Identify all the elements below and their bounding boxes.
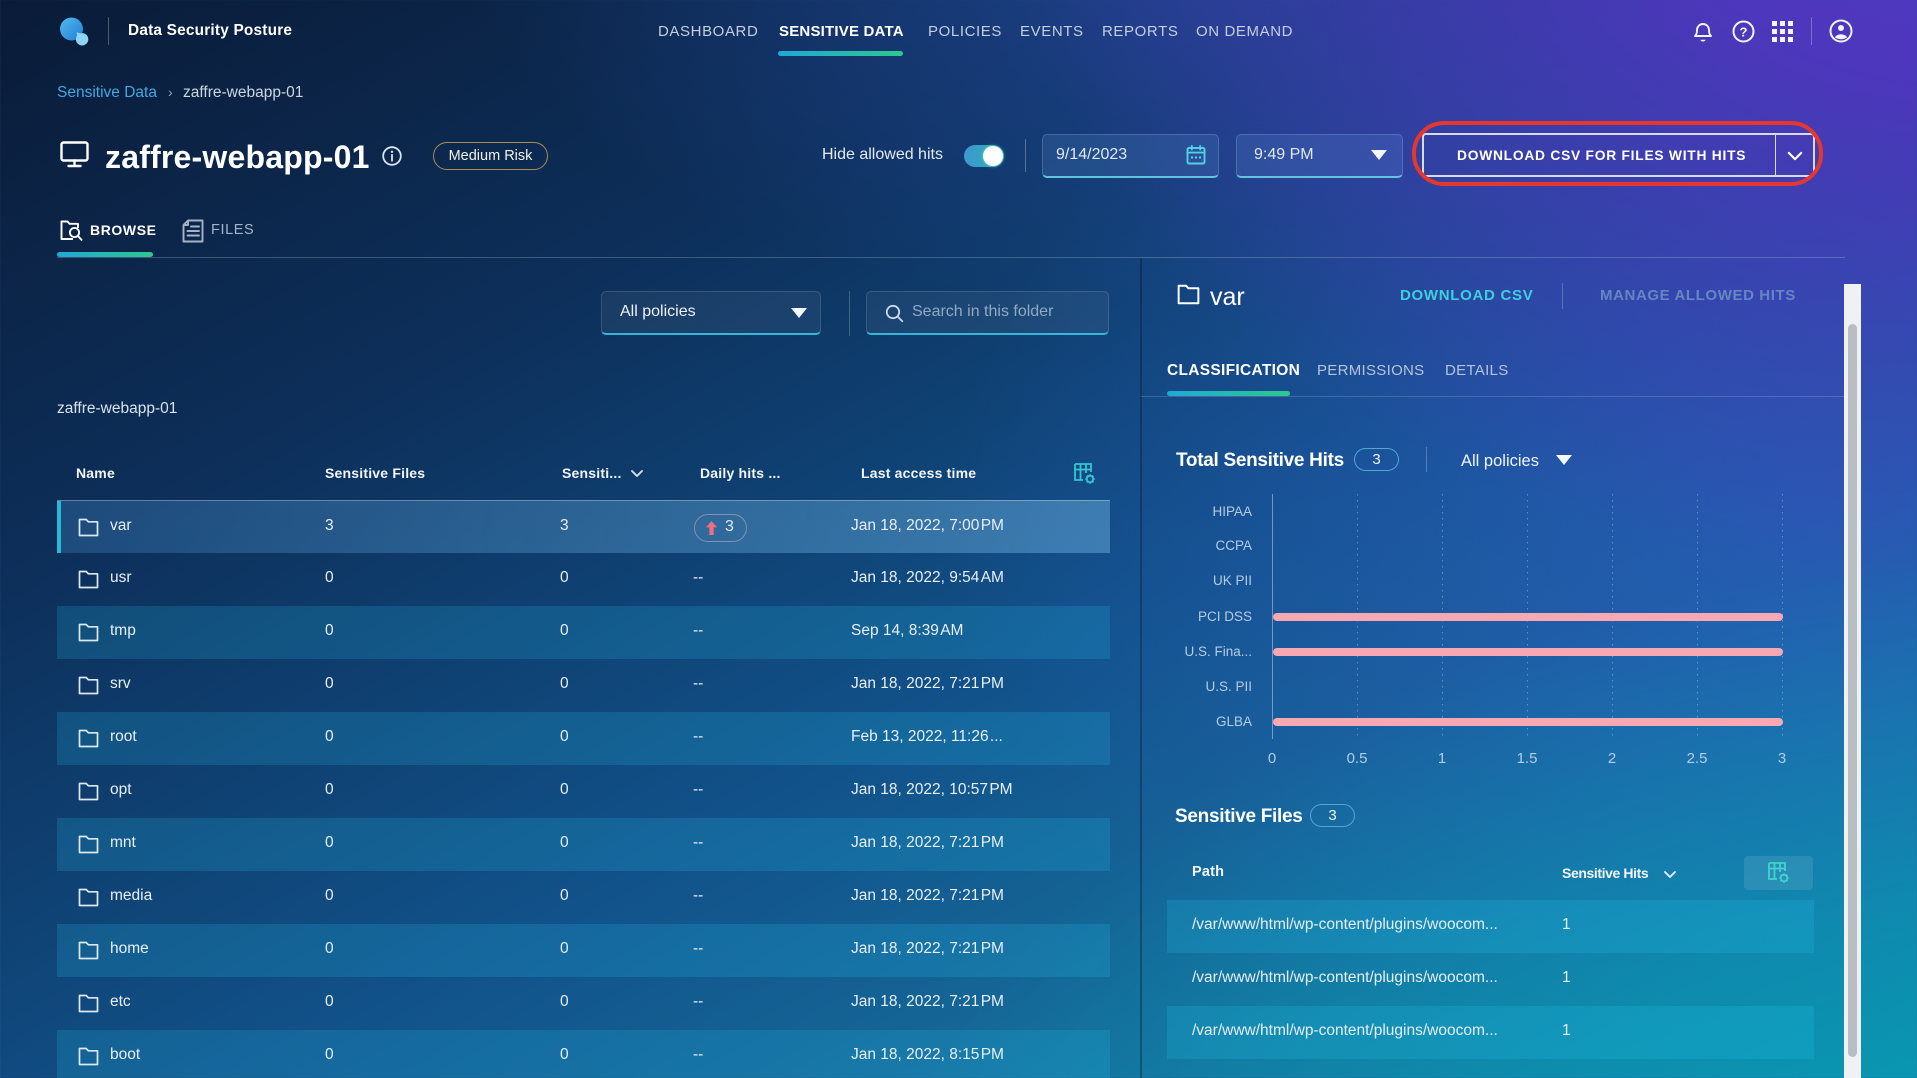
svg-text:?: ?: [1740, 24, 1748, 39]
